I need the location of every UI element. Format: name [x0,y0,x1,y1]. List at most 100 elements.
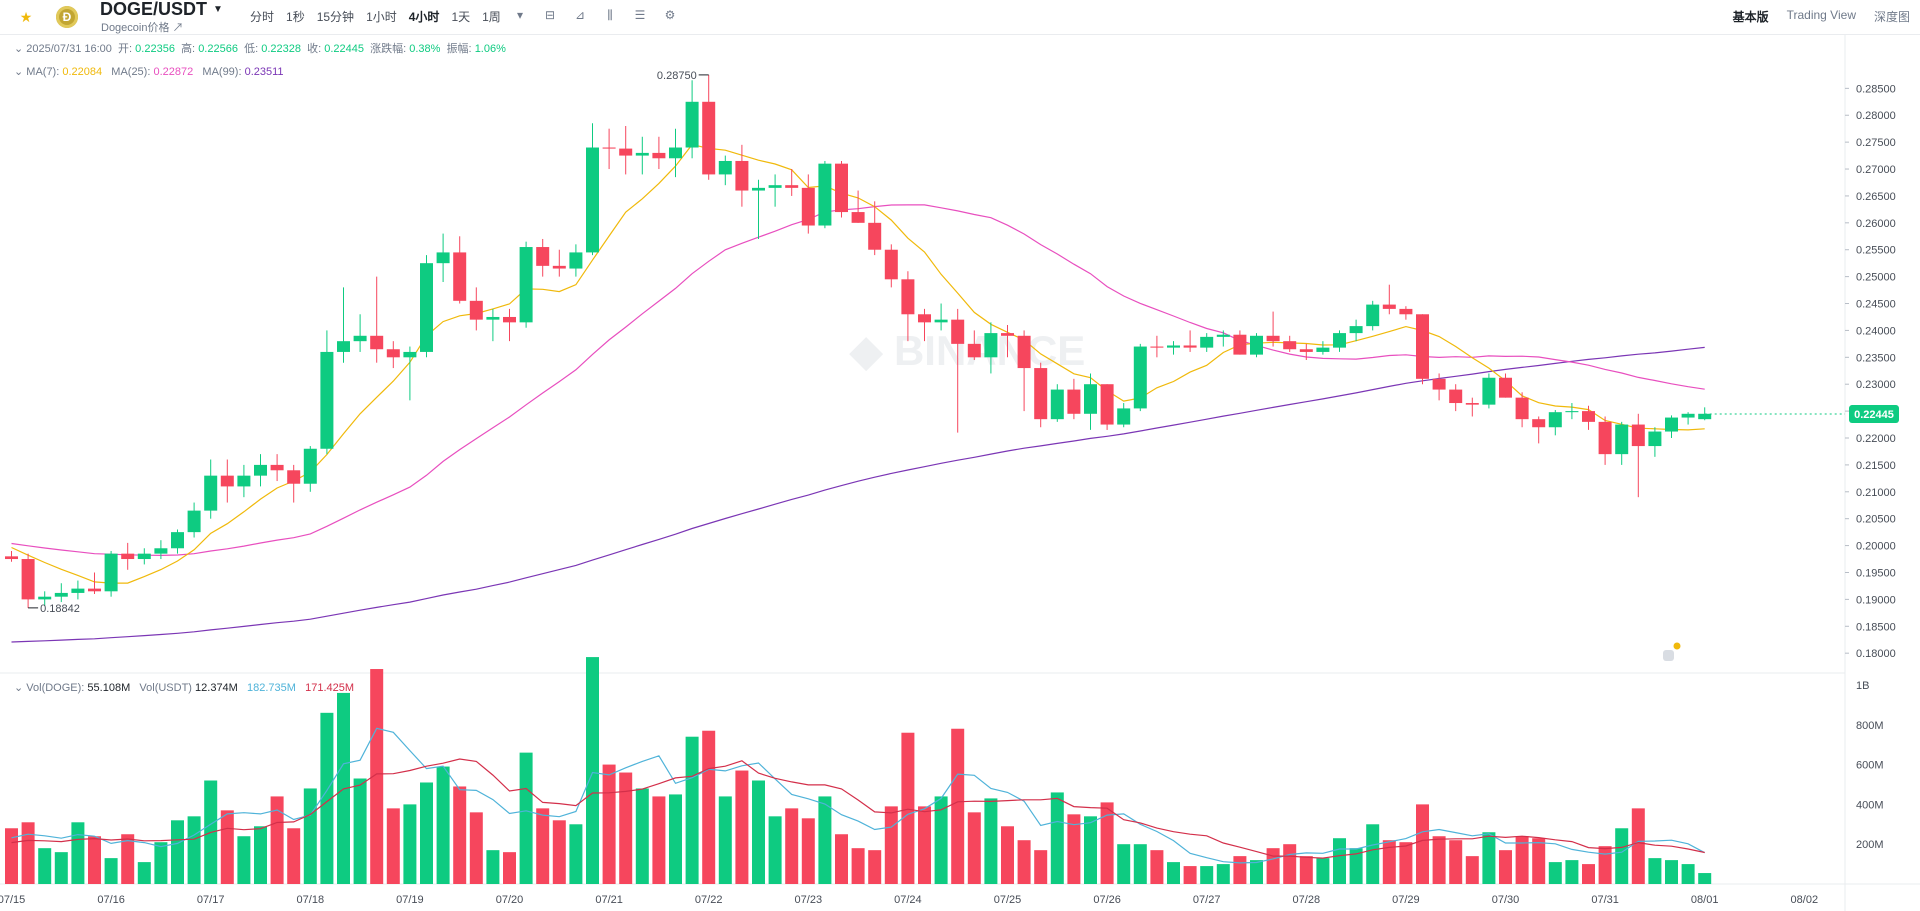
volume-bar [1250,860,1263,884]
current-price-label: 0.22445 [1854,409,1894,421]
draw-tool-icon[interactable]: ⊿ [574,8,586,22]
candle-body [1216,334,1230,337]
price-tick-label: 0.25000 [1856,272,1896,284]
volume-bar [602,764,616,884]
candle-body [1665,417,1678,432]
interval-tab[interactable]: 15分钟 [316,10,355,24]
volume-bar [984,798,998,884]
settings-gear-icon[interactable]: ⚙ [664,8,676,22]
candle-body [868,222,882,250]
volume-bar [1034,850,1048,884]
price-tick-label: 0.18000 [1856,648,1896,660]
candle-body [1017,335,1031,369]
volume-bar [1499,850,1512,884]
collapse-icon[interactable]: ⌄ [14,682,24,694]
volume-bar [154,842,168,884]
volume-bar [785,808,799,884]
candle-body [951,319,965,344]
volume-bar [851,848,865,884]
volume-bar [669,794,682,884]
interval-tab[interactable]: 4小时 [408,10,440,24]
volume-bar [1681,864,1695,884]
volume-bar [469,812,483,884]
candle-body [635,152,649,156]
volume-bar [1432,836,1446,884]
candle-body [619,148,633,156]
date-tick-label: 07/22 [695,894,723,906]
interval-tab[interactable]: 1天 [451,10,471,24]
date-tick-label: 07/26 [1093,894,1121,906]
candle-body [1648,431,1662,447]
volume-bar [768,816,782,884]
pair-selector[interactable]: DOGE/USDT ▼ [100,0,223,20]
candle-body [1598,421,1612,455]
candle-body [1250,335,1263,355]
candle-body [486,316,500,320]
volume-bar [1233,856,1247,884]
volume-bar [552,820,566,884]
volume-bar [1299,856,1313,884]
interval-tab[interactable]: 1周 [482,10,501,24]
candle-body [1133,346,1147,409]
ma7-label: MA(7): [26,66,60,78]
candle-body [586,147,599,253]
indicator-icon[interactable]: ⊟ [544,8,556,22]
volume-bar [586,657,599,884]
layout-icon[interactable]: ☰ [634,8,646,22]
candle-body [1631,424,1645,447]
candle-body [1084,384,1097,414]
view-tab[interactable]: 深度图 [1873,10,1910,24]
price-tick-label: 0.20500 [1856,514,1896,526]
candle-body [1499,377,1512,398]
candle-body [1200,336,1214,348]
volume-bar [1133,844,1147,884]
volume-bar [569,824,583,884]
coin-subtitle-link[interactable]: Dogecoin价格 ↗ [101,22,184,34]
volume-bar [951,728,965,884]
volume-bar [237,836,251,884]
volume-tick-label: 400M [1856,799,1884,811]
volume-bar [1532,838,1546,884]
volume-ma-a-line [11,727,1705,864]
candle-type-icon[interactable]: ⫼ [607,8,613,22]
candle-body [503,316,516,323]
candle-body [569,252,583,269]
view-tab[interactable]: 基本版 [1732,10,1769,24]
ma99-label: MA(99): [202,66,242,78]
collapse-icon[interactable]: ⌄ [14,43,24,55]
candle-body [353,335,367,342]
high-label: 高: [181,43,196,55]
favorite-star-icon[interactable]: ★ [19,9,33,25]
date-tick-label: 07/29 [1392,894,1420,906]
price-tick-label: 0.23000 [1856,379,1896,391]
volume-tick-label: 1B [1856,680,1869,692]
date-tick-label: 07/28 [1293,894,1321,906]
candle-body [71,588,85,593]
price-tick-label: 0.27000 [1856,164,1896,176]
interval-tab[interactable]: 1小时 [366,10,397,24]
interval-tab[interactable]: 1秒 [286,10,305,24]
view-tab[interactable]: Trading View [1786,8,1856,22]
interval-tab[interactable]: 分时 [250,10,275,24]
view-tabs: 基本版 Trading View 深度图 [1715,8,1910,25]
interval-tabs: 分时 1秒 15分钟 1小时 4小时 1天 1周 [250,8,513,25]
volume-bar [901,732,915,884]
volume-ma-b-line [11,758,1705,859]
ma25-label: MA(25): [111,66,151,78]
candle-body [851,212,865,223]
candle-body [1399,308,1413,315]
candle-body [1465,403,1479,405]
volume-bar [519,752,533,884]
volume-bar [320,712,334,884]
collapse-icon[interactable]: ⌄ [14,66,24,78]
volume-bar [1084,816,1097,884]
volume-bar [503,852,516,884]
volume-bar [303,788,317,884]
low-marker-label: 0.18842 [40,603,80,615]
volume-bar [353,778,367,884]
volume-bar [453,786,467,884]
volume-bars [5,657,1712,884]
amp-label: 振幅: [446,43,472,55]
dropdown-arrow-icon[interactable]: ▾ [516,8,524,22]
